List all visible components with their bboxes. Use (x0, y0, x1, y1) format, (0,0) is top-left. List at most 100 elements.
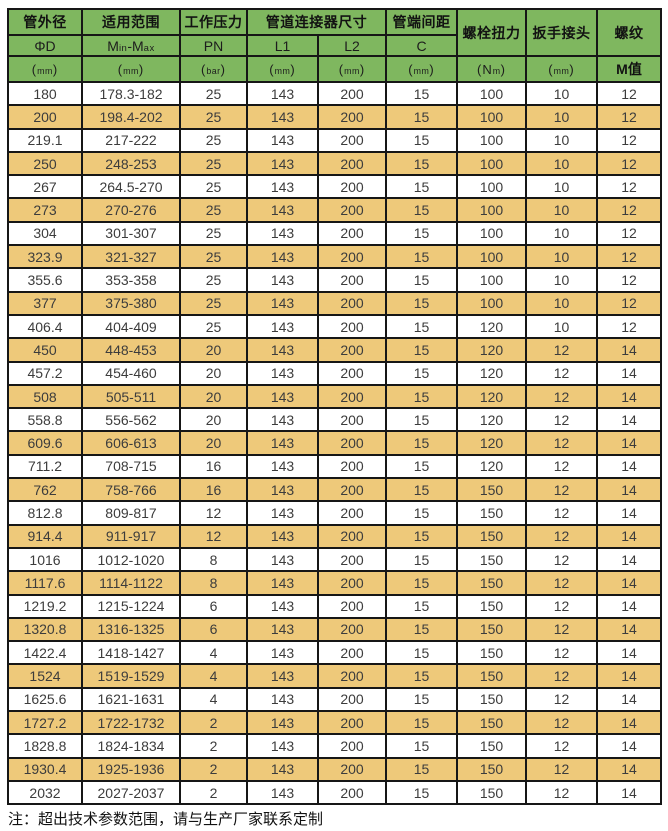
data-cell: 12 (525, 523, 598, 549)
data-cell: 1114-1122 (81, 570, 181, 596)
data-cell: 200 (317, 523, 387, 549)
data-cell: 14 (596, 593, 662, 619)
subheader-cell: L1 (246, 34, 319, 57)
subheader-cell: PN (179, 34, 248, 57)
data-cell: 4 (179, 640, 248, 666)
subheader-cell: C (385, 34, 458, 57)
data-cell: 150 (456, 616, 527, 643)
data-cell: 143 (246, 313, 319, 340)
data-cell: 200 (317, 640, 387, 666)
data-cell: 12 (525, 383, 598, 410)
data-cell: 143 (246, 197, 319, 223)
data-cell: 15 (385, 546, 458, 573)
data-cell: 25 (179, 197, 248, 223)
table-row: 450 448-453 20 143 200 15 120 12 14 (7, 337, 662, 363)
data-cell: 8 (179, 546, 248, 573)
data-cell: 200 (317, 197, 387, 223)
data-cell: 150 (456, 733, 527, 759)
data-cell: 10 (525, 267, 598, 293)
data-cell: 15 (385, 640, 458, 666)
data-cell: 2 (179, 756, 248, 782)
data-cell: 12 (525, 686, 598, 713)
data-cell: 1012-1020 (81, 546, 181, 573)
data-cell: 15 (385, 453, 458, 480)
data-cell: 12 (596, 313, 662, 340)
data-cell: 15 (385, 220, 458, 247)
data-cell: 143 (246, 337, 319, 363)
data-cell: 758-766 (81, 477, 181, 503)
unit-cell: (mm) (317, 55, 387, 83)
data-cell: 14 (596, 477, 662, 503)
data-cell: 217-222 (81, 127, 181, 153)
data-cell: 143 (246, 360, 319, 386)
data-cell: 120 (456, 430, 527, 456)
table-row: 1016 1012-1020 8 143 200 15 150 12 14 (7, 546, 662, 573)
header-cell: 螺栓扭力 (456, 8, 527, 57)
data-cell: 14 (596, 430, 662, 456)
subheader-cell: ΦD (7, 34, 83, 57)
table-row: 508 505-511 20 143 200 15 120 12 14 (7, 383, 662, 410)
data-cell: 14 (596, 407, 662, 433)
data-cell: 10 (525, 290, 598, 316)
data-cell: 200 (317, 546, 387, 573)
data-cell: 25 (179, 244, 248, 270)
data-cell: 1727.2 (7, 710, 83, 736)
table-row: 1727.2 1722-1732 2 143 200 15 150 12 14 (7, 710, 662, 736)
data-cell: 143 (246, 546, 319, 573)
data-cell: 15 (385, 523, 458, 549)
data-cell: 12 (525, 546, 598, 573)
data-cell: 267 (7, 174, 83, 200)
data-cell: 4 (179, 663, 248, 689)
data-cell: 143 (246, 523, 319, 549)
data-cell: 1925-1936 (81, 756, 181, 782)
data-cell: 200 (317, 407, 387, 433)
data-cell: 120 (456, 313, 527, 340)
data-cell: 25 (179, 313, 248, 340)
data-cell: 20 (179, 383, 248, 410)
table-row: 180 178.3-182 25 143 200 15 100 10 12 (7, 80, 662, 107)
data-cell: 198.4-202 (81, 104, 181, 130)
data-cell: 200 (7, 104, 83, 130)
data-cell: 12 (525, 337, 598, 363)
data-cell: 200 (317, 267, 387, 293)
unit-cell: (Nm) (456, 55, 527, 83)
data-cell: 150 (456, 779, 527, 806)
data-cell: 762 (7, 477, 83, 503)
table-header: 管外径 适用范围 工作压力 管道连接器尺寸 管端间距 螺栓扭力 扳手接头 螺纹 ΦD Min-Ma… (7, 8, 662, 83)
data-cell: 200 (317, 220, 387, 247)
data-cell: 12 (179, 500, 248, 526)
data-cell: 10 (525, 127, 598, 153)
data-cell: 14 (596, 663, 662, 689)
data-cell: 264.5-270 (81, 174, 181, 200)
data-cell: 143 (246, 616, 319, 643)
table-row: 1930.4 1925-1936 2 143 200 15 150 12 14 (7, 756, 662, 782)
data-cell: 12 (596, 127, 662, 153)
data-cell: 200 (317, 733, 387, 759)
data-cell: 914.4 (7, 523, 83, 549)
data-cell: 558.8 (7, 407, 83, 433)
pipe-spec-table: 管外径 适用范围 工作压力 管道连接器尺寸 管端间距 螺栓扭力 扳手接头 螺纹 ΦD Min-Ma… (7, 8, 662, 806)
data-cell: 556-562 (81, 407, 181, 433)
data-cell: 25 (179, 150, 248, 177)
data-cell: 273 (7, 197, 83, 223)
data-cell: 404-409 (81, 313, 181, 340)
data-cell: 609.6 (7, 430, 83, 456)
data-cell: 200 (317, 710, 387, 736)
data-cell: 10 (525, 220, 598, 247)
data-cell: 6 (179, 616, 248, 643)
data-cell: 15 (385, 407, 458, 433)
data-cell: 10 (525, 104, 598, 130)
data-cell: 25 (179, 104, 248, 130)
subheader-cell: Min-Max (81, 34, 181, 57)
data-cell: 809-817 (81, 500, 181, 526)
data-cell: 100 (456, 220, 527, 247)
data-cell: 15 (385, 267, 458, 293)
unit-cell: M值 (596, 55, 662, 83)
table-row: 377 375-380 25 143 200 15 100 10 12 (7, 290, 662, 316)
table-row: 200 198.4-202 25 143 200 15 100 10 12 (7, 104, 662, 130)
data-cell: 25 (179, 127, 248, 153)
data-cell: 911-917 (81, 523, 181, 549)
data-cell: 15 (385, 686, 458, 713)
data-cell: 25 (179, 174, 248, 200)
data-cell: 150 (456, 640, 527, 666)
